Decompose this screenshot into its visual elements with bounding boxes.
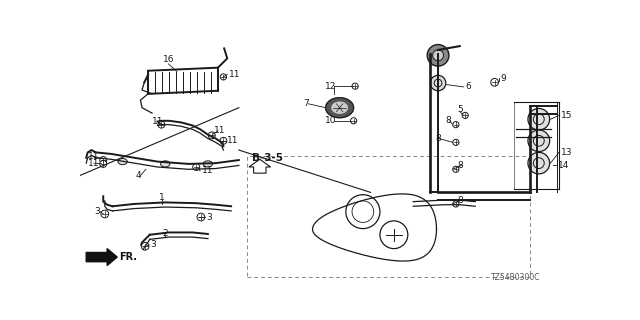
Circle shape [452,166,459,172]
Ellipse shape [118,158,127,165]
Circle shape [452,201,459,207]
Text: 5: 5 [458,105,463,114]
Text: 6: 6 [465,83,471,92]
Text: 3: 3 [206,212,212,221]
Text: 11: 11 [214,126,225,135]
Text: 11: 11 [227,136,239,145]
Circle shape [462,112,468,118]
Circle shape [352,83,358,89]
Circle shape [491,78,499,86]
Text: 1: 1 [159,193,165,202]
Text: 4: 4 [136,171,141,180]
Circle shape [452,122,459,128]
Circle shape [528,108,550,130]
Polygon shape [332,102,348,113]
Text: 3: 3 [150,240,156,249]
Circle shape [193,164,200,171]
Circle shape [101,210,109,218]
Circle shape [208,132,215,139]
Text: FR.: FR. [120,252,138,262]
Text: 9: 9 [501,74,507,83]
Circle shape [452,139,459,145]
Text: 14: 14 [558,161,570,170]
Text: 11: 11 [88,152,99,161]
Text: 13: 13 [561,148,572,157]
Text: 11: 11 [152,117,164,126]
Text: 2: 2 [162,229,168,238]
Text: 8: 8 [458,161,463,170]
Circle shape [220,137,227,144]
Circle shape [100,156,107,164]
Circle shape [197,213,205,221]
Circle shape [433,50,444,61]
Text: 7: 7 [303,99,309,108]
Circle shape [141,243,149,250]
Circle shape [528,130,550,152]
Text: 12: 12 [325,82,336,91]
Circle shape [100,160,107,167]
Text: 3: 3 [94,207,100,216]
Text: 8: 8 [458,196,463,204]
Text: 11: 11 [88,159,99,168]
Circle shape [528,152,550,174]
Ellipse shape [204,161,212,167]
Polygon shape [326,98,353,118]
Text: B-3-5: B-3-5 [252,153,283,163]
Text: 8: 8 [446,116,452,125]
Circle shape [351,118,356,124]
Polygon shape [86,249,117,266]
Circle shape [428,44,449,66]
Ellipse shape [161,161,170,167]
Circle shape [430,75,446,91]
Circle shape [220,74,227,80]
Text: 15: 15 [561,111,572,120]
Text: 10: 10 [325,116,337,125]
Text: 11: 11 [202,166,214,175]
Text: 11: 11 [229,70,240,79]
Circle shape [158,121,165,128]
Polygon shape [249,159,271,173]
Bar [248,156,529,277]
Text: TZ54B0300C: TZ54B0300C [491,273,540,282]
Text: 8: 8 [435,134,441,143]
Text: 16: 16 [163,55,175,64]
